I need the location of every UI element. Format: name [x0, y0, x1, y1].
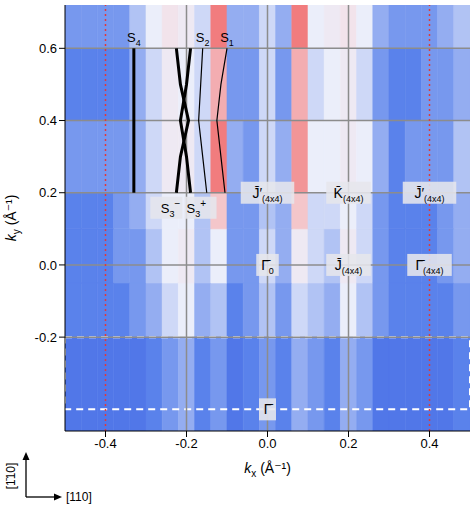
- svg-text:K̄(4x4): K̄(4x4): [334, 185, 364, 204]
- svg-text:0.4: 0.4: [420, 436, 438, 451]
- svg-text:Γ̄0: Γ̄0: [261, 257, 274, 276]
- svg-text:S1: S1: [220, 30, 234, 48]
- svg-text:0.6: 0.6: [39, 41, 57, 56]
- svg-text:S3−: S3−: [161, 198, 181, 219]
- svg-text:J̄(4x4): J̄(4x4): [335, 257, 363, 276]
- svg-text:-0.2: -0.2: [175, 436, 197, 451]
- svg-text:J̄′(4x4): J̄′(4x4): [414, 185, 444, 204]
- svg-text:[110]: [110]: [66, 490, 92, 504]
- svg-text:kx(Å⁻¹): kx(Å⁻¹): [244, 460, 291, 479]
- svg-text:S3+: S3+: [187, 198, 207, 219]
- svg-text:S2: S2: [196, 30, 210, 48]
- svg-text:Γ̄: Γ̄: [264, 401, 274, 417]
- svg-text:J̄′(4x4): J̄′(4x4): [252, 185, 282, 204]
- svg-text:-0.2: -0.2: [35, 330, 57, 345]
- svg-text:[1̄10]: [1̄10]: [4, 463, 18, 490]
- svg-text:Γ̄(4x4): Γ̄(4x4): [415, 257, 443, 276]
- svg-text:0.4: 0.4: [39, 113, 57, 128]
- svg-text:0.2: 0.2: [39, 185, 57, 200]
- svg-text:0.0: 0.0: [39, 258, 57, 273]
- svg-text:-0.4: -0.4: [94, 436, 116, 451]
- svg-text:0.2: 0.2: [339, 436, 357, 451]
- svg-text:ky(Å⁻¹): ky(Å⁻¹): [3, 195, 22, 242]
- svg-text:0.0: 0.0: [258, 436, 276, 451]
- svg-text:S4: S4: [127, 30, 141, 48]
